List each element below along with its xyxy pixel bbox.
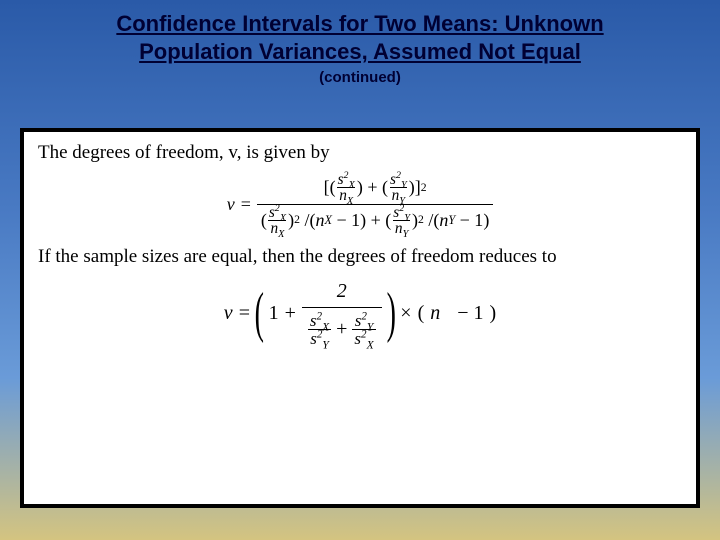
f1-numerator: [( s2X nX ) + ( s2Y nY )]2 (320, 172, 431, 204)
f2-plus: + (285, 302, 296, 325)
f2-eq: = (239, 302, 250, 325)
body-text-2: If the sample sizes are equal, then the … (38, 246, 682, 268)
f2-paren-open: ( (255, 288, 264, 338)
f2-lhs: v (224, 302, 233, 325)
f2-minus: − 1 (457, 302, 483, 325)
f1-lhs: v (227, 194, 235, 215)
page-title: Confidence Intervals for Two Means: Unkn… (30, 10, 690, 65)
f2-sx-over-sy: s2X s2Y (308, 312, 331, 347)
formula-1-wrap: v = [( s2X nX ) + ( s2Y nY )]2 (38, 172, 682, 236)
f1-eq: = (241, 194, 251, 215)
page-subtitle: (continued) (30, 69, 690, 86)
f2-close: ) (490, 302, 497, 325)
f1-sx-over-nx: s2X nX (336, 172, 357, 204)
f2-inner-den: s2X s2Y + s2Y s2X (302, 307, 382, 351)
f1-sy2: s2Y (388, 172, 409, 187)
f1-den-sy-ny: s2Y nY (391, 205, 412, 237)
f1-sx2: s2X (336, 172, 357, 187)
f2-one: 1 (269, 302, 279, 325)
f2-n: n (430, 302, 440, 325)
f1-sy-over-ny: s2Y nY (388, 172, 409, 204)
f1-num-close: )] (409, 177, 421, 198)
f1-num-mid: ) + ( (357, 177, 388, 198)
f2-open: ( (418, 302, 425, 325)
f1-denominator: ( s2X nX )2 /(nX − 1) + ( s2Y nY )2 /(nY… (257, 204, 493, 237)
title-block: Confidence Intervals for Two Means: Unkn… (0, 0, 720, 88)
content-box: The degrees of freedom, v, is given by v… (20, 128, 700, 508)
body-text-1: The degrees of freedom, v, is given by (38, 142, 682, 164)
f1-den-sx-nx: s2X nX (267, 205, 288, 237)
f1-main-frac: [( s2X nX ) + ( s2Y nY )]2 ( s2X (257, 172, 493, 236)
formula-2-wrap: v = ( 1 + 2 s2X s2Y + s2Y s2X (38, 276, 682, 351)
f2-sy-over-sx: s2Y s2X (352, 312, 375, 347)
f1-nx: nX (337, 187, 355, 203)
f1-ny: nY (390, 187, 407, 203)
title-line-2: Population Variances, Assumed Not Equal (139, 39, 581, 64)
f1-num-open: [( (324, 177, 336, 198)
formula-2: v = ( 1 + 2 s2X s2Y + s2Y s2X (224, 276, 496, 351)
f2-two: 2 (319, 276, 365, 307)
f2-inner-frac: 2 s2X s2Y + s2Y s2X (302, 276, 382, 351)
f2-paren-close: ) (386, 288, 395, 338)
title-line-1: Confidence Intervals for Two Means: Unkn… (116, 11, 603, 36)
formula-1: v = [( s2X nX ) + ( s2Y nY )]2 (227, 172, 494, 236)
f2-times: × (400, 302, 411, 325)
